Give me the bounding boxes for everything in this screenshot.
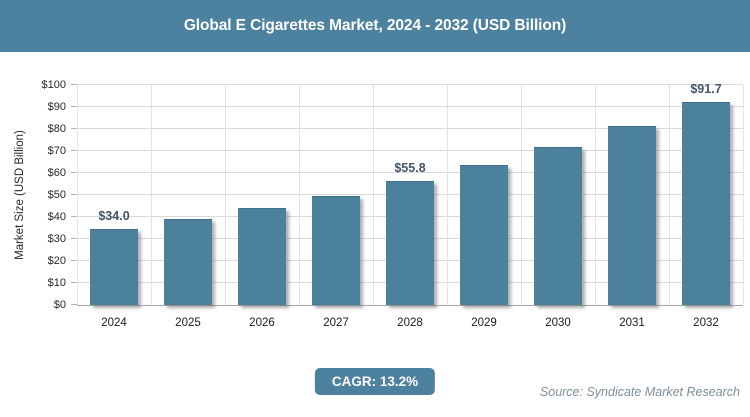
x-axis-label: 2032 xyxy=(693,317,719,329)
gridline-vertical xyxy=(743,85,744,305)
bar-2027 xyxy=(312,195,360,305)
gridline-horizontal xyxy=(77,172,743,173)
x-axis-label: 2025 xyxy=(175,317,201,329)
y-axis-tick-label: $100 xyxy=(41,79,66,91)
bar-2030 xyxy=(534,146,582,305)
bar-2026 xyxy=(238,208,286,305)
bar-data-label: $34.0 xyxy=(98,209,130,224)
y-axis-tick xyxy=(71,172,77,173)
source-text: Source: Syndicate Market Research xyxy=(539,385,740,399)
y-axis-tick xyxy=(71,150,77,151)
y-axis-tick xyxy=(71,260,77,261)
gridline-vertical xyxy=(77,85,78,305)
y-axis-tick xyxy=(71,128,77,129)
gridline-horizontal xyxy=(77,128,743,129)
gridline-vertical xyxy=(595,85,596,305)
gridline-vertical xyxy=(668,85,670,305)
y-axis-tick xyxy=(71,238,77,239)
y-axis-tick-label: $20 xyxy=(47,255,66,267)
bar-2024 xyxy=(89,229,138,305)
y-axis-tick-label: $40 xyxy=(47,211,66,223)
y-axis-tick-label: $90 xyxy=(47,101,66,113)
x-axis-label: 2026 xyxy=(249,317,275,329)
bar-2032 xyxy=(682,102,730,305)
cagr-badge: CAGR: 13.2% xyxy=(314,368,436,395)
y-axis-tick xyxy=(71,194,77,195)
y-axis-tick-label: $70 xyxy=(47,145,66,157)
bar-data-label: $91.7 xyxy=(690,82,722,97)
plot-area: $0 $10 $20 $30 $40 $50 $60 $70 $80 $90 $100 $34.0 20… xyxy=(42,79,744,329)
gridline-vertical xyxy=(372,85,374,305)
y-axis-tick-label: $0 xyxy=(53,299,66,311)
x-axis-label: 2031 xyxy=(619,317,645,329)
y-axis-title: Market Size (USD Billion) xyxy=(14,130,26,260)
bar-2028 xyxy=(386,181,434,305)
y-axis-tick xyxy=(71,216,77,217)
x-axis-label: 2024 xyxy=(101,317,127,329)
x-axis-label: 2030 xyxy=(545,317,571,329)
y-axis-tick xyxy=(71,84,77,85)
bar-data-label: $55.8 xyxy=(394,161,426,176)
x-axis-label: 2028 xyxy=(397,317,423,329)
chart-title: Global E Cigarettes Market, 2024 - 2032 … xyxy=(183,17,567,34)
gridline-horizontal xyxy=(77,150,743,151)
y-axis-tick-label: $60 xyxy=(47,167,66,179)
y-axis-tick-label: $80 xyxy=(47,123,66,135)
bar-2029 xyxy=(460,164,508,305)
gridline-vertical xyxy=(150,85,152,305)
y-axis-tick xyxy=(71,304,77,305)
y-axis-tick-label: $30 xyxy=(47,233,66,245)
y-axis-tick xyxy=(71,106,77,107)
gridline-vertical xyxy=(447,85,448,305)
x-axis-label: 2029 xyxy=(471,317,497,329)
x-axis-label: 2027 xyxy=(323,317,349,329)
bar-2031 xyxy=(608,126,656,305)
y-axis-tick-label: $50 xyxy=(47,189,66,201)
gridline-horizontal xyxy=(77,84,743,85)
gridline-horizontal xyxy=(77,106,743,107)
chart-title-bar: Global E Cigarettes Market, 2024 - 2032 … xyxy=(0,0,750,52)
gridline-vertical xyxy=(224,85,226,305)
gridline-vertical xyxy=(521,85,522,305)
bar-2025 xyxy=(163,219,212,305)
y-axis-tick xyxy=(71,282,77,283)
gridline-vertical xyxy=(299,85,300,305)
y-axis-tick-label: $10 xyxy=(47,277,66,289)
